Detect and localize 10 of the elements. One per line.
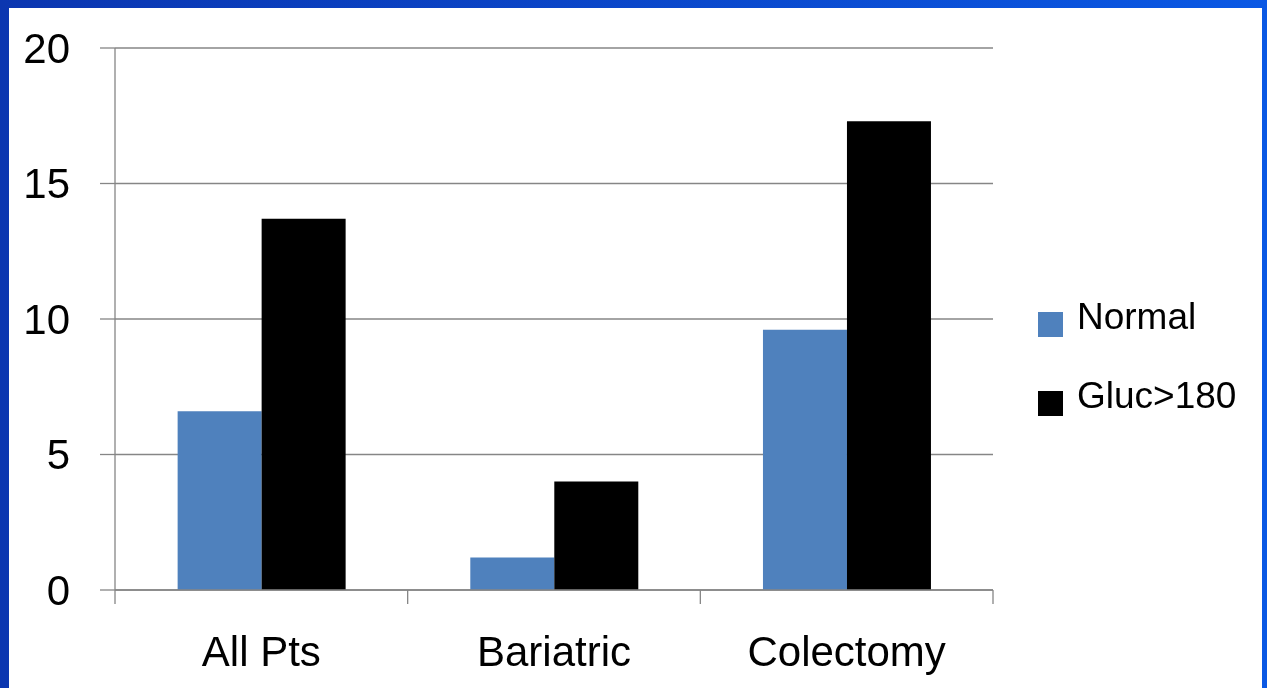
x-tick-label: Bariatric [476,628,632,675]
legend-label: Gluc>180 [1076,375,1237,416]
y-tick-label: 5 [46,431,70,479]
y-tick-label: 0 [46,566,70,614]
y-tick-label: 20 [23,24,70,72]
y-tick-label: 15 [23,160,70,208]
legend-label: Normal [1076,296,1197,337]
x-tick-label: Colectomy [747,628,946,675]
x-tick-label: All Pts [201,628,321,675]
y-tick-label: 10 [23,295,70,343]
